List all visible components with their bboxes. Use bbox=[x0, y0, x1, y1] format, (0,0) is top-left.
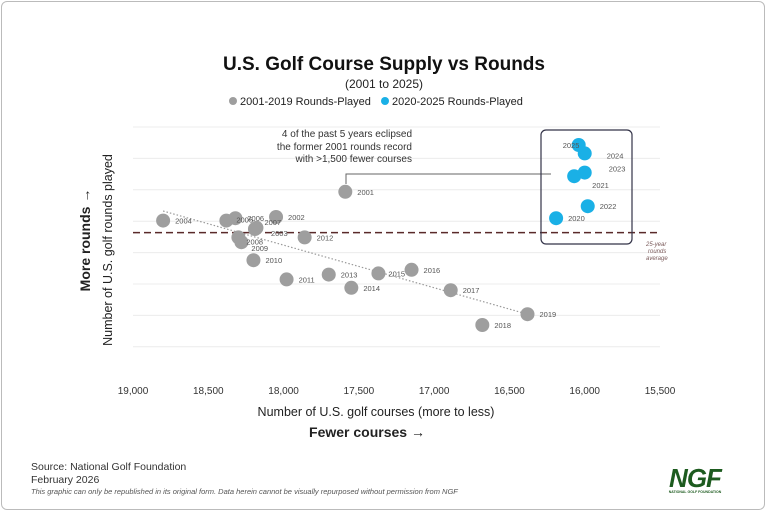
point-label-2007: 2007 bbox=[264, 218, 281, 227]
point-label-2025: 2025 bbox=[563, 141, 580, 150]
y-axis-label: Number of U.S. golf rounds played bbox=[101, 154, 115, 346]
x-tick-label: 19,000 bbox=[118, 386, 149, 397]
point-2010 bbox=[246, 253, 261, 268]
point-label-2022: 2022 bbox=[600, 202, 617, 211]
point-2023 bbox=[577, 165, 592, 180]
annotation-line-3: with >1,500 fewer courses bbox=[295, 154, 412, 165]
legend-label-2020-2025: 2020-2025 Rounds-Played bbox=[392, 96, 523, 108]
logo-subtext: NATIONAL GOLF FOUNDATION bbox=[668, 490, 722, 494]
x-tick-label: 16,000 bbox=[569, 386, 600, 397]
point-2015 bbox=[371, 266, 386, 281]
point-label-2004: 2004 bbox=[175, 217, 192, 226]
point-label-2011: 2011 bbox=[299, 275, 315, 284]
footer-source: Source: National Golf Foundation bbox=[31, 461, 187, 473]
x-tick-label: 18,000 bbox=[268, 386, 299, 397]
point-2016 bbox=[404, 262, 419, 277]
chart-subtitle: (2001 to 2025) bbox=[345, 77, 423, 91]
y-axis-emphasis: More rounds → bbox=[77, 189, 93, 292]
point-2001 bbox=[338, 184, 353, 199]
point-2012 bbox=[297, 230, 312, 245]
point-label-2021: 2021 bbox=[592, 181, 609, 190]
point-2021 bbox=[567, 169, 582, 184]
point-2006 bbox=[228, 211, 243, 226]
x-tick-label: 17,000 bbox=[419, 386, 450, 397]
legend-label-2001-2019: 2001-2019 Rounds-Played bbox=[240, 96, 371, 108]
point-label-2001: 2001 bbox=[357, 188, 374, 197]
point-2014 bbox=[344, 280, 359, 295]
annotation: 4 of the past 5 years eclipsed the forme… bbox=[277, 129, 633, 245]
x-tick-label: 16,500 bbox=[494, 386, 525, 397]
point-2009 bbox=[234, 235, 249, 250]
average-label-3: average bbox=[646, 256, 668, 262]
annotation-line-2: the former 2001 rounds record bbox=[277, 142, 412, 153]
point-label-2017: 2017 bbox=[463, 286, 480, 295]
ngf-logo: NGF NATIONAL GOLF FOUNDATION bbox=[665, 463, 725, 494]
point-label-2024: 2024 bbox=[607, 151, 624, 160]
x-tick-label: 17,500 bbox=[344, 386, 375, 397]
point-2017 bbox=[443, 283, 458, 298]
trendline bbox=[162, 210, 528, 315]
point-label-2010: 2010 bbox=[265, 256, 282, 265]
average-label-2: rounds bbox=[648, 249, 666, 255]
point-label-2016: 2016 bbox=[424, 266, 441, 275]
x-axis-emphasis: Fewer courses → bbox=[309, 424, 425, 440]
point-label-2014: 2014 bbox=[363, 284, 380, 293]
point-label-2015: 2015 bbox=[388, 269, 405, 278]
point-2013 bbox=[321, 267, 336, 282]
highlight-box bbox=[540, 129, 633, 245]
point-2004 bbox=[156, 213, 171, 228]
legend-marker-blue bbox=[381, 97, 389, 105]
x-axis-label: Number of U.S. golf courses (more to les… bbox=[258, 405, 495, 419]
point-label-2002: 2002 bbox=[288, 213, 305, 222]
footer-disclaimer: This graphic can only be republished in … bbox=[31, 487, 458, 496]
point-label-2009: 2009 bbox=[251, 244, 268, 253]
point-label-2018: 2018 bbox=[494, 321, 511, 330]
point-2019 bbox=[520, 307, 535, 322]
point-label-2005: 2005 bbox=[236, 216, 253, 225]
point-label-2023: 2023 bbox=[609, 165, 626, 174]
point-label-2020: 2020 bbox=[568, 214, 585, 223]
point-label-2013: 2013 bbox=[341, 271, 358, 280]
point-2025 bbox=[571, 138, 586, 152]
x-tick-label: 15,500 bbox=[645, 386, 676, 397]
point-label-2012: 2012 bbox=[317, 233, 334, 242]
point-2007 bbox=[249, 220, 264, 235]
point-label-2008: 2008 bbox=[246, 237, 263, 246]
point-label-2003: 2003 bbox=[271, 229, 288, 238]
point-2020 bbox=[549, 211, 564, 226]
annotation-connector bbox=[345, 173, 551, 184]
point-label-2006: 2006 bbox=[247, 214, 264, 223]
point-2018 bbox=[475, 318, 490, 332]
annotation-line-1: 4 of the past 5 years eclipsed bbox=[282, 129, 412, 140]
x-tick-label: 18,500 bbox=[193, 386, 224, 397]
point-2002 bbox=[269, 210, 284, 224]
average-label: 25-year rounds average bbox=[645, 242, 668, 262]
legend-marker-gray bbox=[229, 97, 237, 105]
legend: 2001-2019 Rounds-Played 2020-2025 Rounds… bbox=[229, 96, 523, 108]
logo-text: NGF bbox=[669, 463, 722, 493]
chart-title: U.S. Golf Course Supply vs Rounds bbox=[223, 54, 545, 75]
point-label-2019: 2019 bbox=[539, 310, 556, 319]
point-2022 bbox=[580, 199, 595, 214]
footer-date: February 2026 bbox=[31, 474, 100, 486]
average-label-1: 25-year bbox=[645, 242, 667, 248]
point-2011 bbox=[279, 272, 294, 287]
